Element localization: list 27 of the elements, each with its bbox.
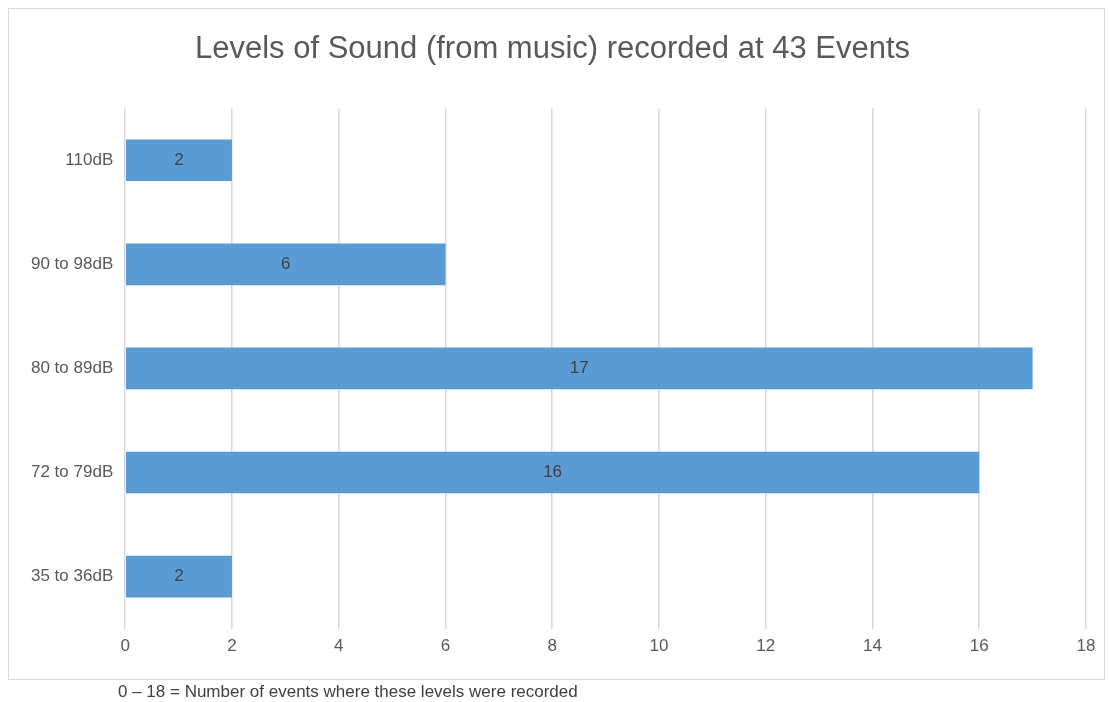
data-label: 6 (281, 254, 291, 274)
x-tick-label: 18 (1076, 636, 1096, 656)
y-tick-label: 80 to 89dB (30, 358, 114, 378)
x-tick-label: 2 (227, 636, 237, 656)
y-tick-label: 72 to 79dB (30, 462, 114, 482)
y-tick-label: 35 to 36dB (30, 566, 114, 586)
x-tick-label: 14 (863, 636, 882, 656)
data-label: 17 (569, 358, 589, 378)
x-tick-label: 4 (334, 636, 344, 656)
bar (125, 243, 446, 286)
y-tick-label: 110dB (65, 149, 114, 169)
x-tick-label: 12 (756, 636, 776, 656)
data-label: 2 (174, 149, 184, 169)
x-tick-label: 10 (649, 636, 669, 656)
data-label: 16 (543, 462, 563, 482)
chart-title: Levels of Sound (from music) recorded at 43 Events (194, 30, 911, 66)
x-tick-label: 16 (969, 636, 989, 656)
x-tick-label: 0 (120, 636, 130, 656)
data-label: 2 (174, 566, 184, 586)
text: 0 – 18 = Number of events where these levels were recorded (118, 682, 579, 702)
bar (125, 347, 1033, 390)
bar (125, 139, 232, 182)
y-tick-label: 90 to 98dB (30, 254, 114, 274)
bar (125, 555, 232, 598)
x-tick-label: 8 (547, 636, 557, 656)
bar (125, 451, 980, 494)
x-tick-label: 6 (440, 636, 451, 656)
